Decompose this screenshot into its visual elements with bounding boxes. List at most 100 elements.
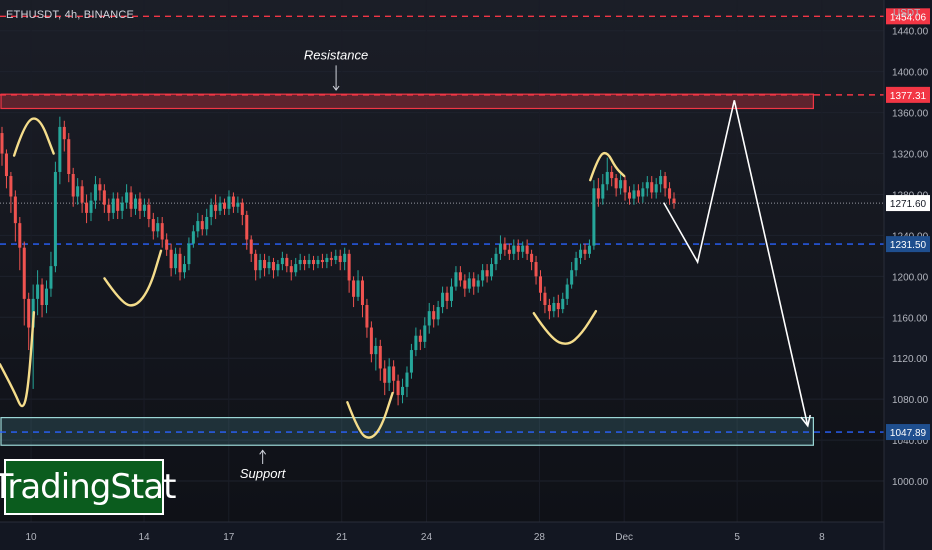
candle-body xyxy=(565,284,569,299)
currency-label: USDT xyxy=(893,8,921,19)
bottom-mark-4 xyxy=(532,309,598,345)
candle-body xyxy=(111,198,115,213)
candle-body xyxy=(160,223,164,240)
price-tag-label-top: 1454.06 xyxy=(890,12,927,23)
price-tag-middle xyxy=(886,236,930,253)
y-tick-label: 1440.00 xyxy=(892,27,929,38)
pattern-marks-layer xyxy=(0,117,626,439)
candle-body xyxy=(58,126,62,172)
candle-body xyxy=(80,186,84,203)
candle-body xyxy=(552,302,556,312)
candle-body xyxy=(445,292,449,301)
candle-body xyxy=(672,198,676,204)
candle-body xyxy=(76,186,80,197)
candle-body xyxy=(481,270,485,281)
candle-body xyxy=(294,264,298,273)
candle-body xyxy=(378,345,382,369)
candle-body xyxy=(476,280,480,287)
x-tick-label: 21 xyxy=(336,532,348,543)
candle-body xyxy=(414,335,418,351)
candle-body xyxy=(441,292,445,308)
candle-body xyxy=(205,216,209,230)
candle-body xyxy=(254,253,258,271)
candle-body xyxy=(27,298,31,328)
candle-body xyxy=(312,259,316,265)
candle-body xyxy=(0,133,4,154)
candle-body xyxy=(316,259,320,265)
candle-body xyxy=(49,266,53,289)
candle-body xyxy=(187,243,191,265)
candle-body xyxy=(249,239,253,254)
candle-body xyxy=(369,327,373,355)
candle-body xyxy=(138,198,142,211)
candle-body xyxy=(129,192,133,209)
candle-body xyxy=(574,257,578,271)
candle-body xyxy=(218,202,222,211)
candle-body xyxy=(325,257,329,263)
time-axis-bg xyxy=(0,522,884,550)
candle-body xyxy=(401,386,405,396)
candle-body xyxy=(521,245,525,252)
candle-body xyxy=(610,171,614,179)
bottom-mark-2 xyxy=(103,249,163,307)
resistance-annotation-arrowhead xyxy=(332,85,340,91)
brand-logo: TradingStat xyxy=(0,459,176,515)
candle-body xyxy=(627,192,632,199)
candle-body xyxy=(280,257,284,265)
candle-body xyxy=(191,231,195,244)
candle-body xyxy=(512,245,516,254)
candle-body xyxy=(668,188,672,199)
candle-body xyxy=(258,259,262,271)
candle-body xyxy=(650,182,654,193)
candle-body xyxy=(151,219,155,232)
candle-body xyxy=(178,253,182,273)
x-tick-label: 8 xyxy=(819,532,825,543)
candle-body xyxy=(507,249,511,254)
candle-body xyxy=(347,253,351,281)
x-tick-label: 10 xyxy=(26,532,38,543)
candle-body xyxy=(36,284,40,299)
candle-body xyxy=(387,366,391,383)
candle-body xyxy=(383,368,387,383)
candle-body xyxy=(592,188,596,246)
candle-body xyxy=(538,276,543,293)
candle-body xyxy=(534,262,538,277)
candle-body xyxy=(596,188,600,199)
candle-body xyxy=(320,259,324,263)
price-tag-resistance xyxy=(886,86,930,103)
candle-body xyxy=(285,257,289,267)
candle-body xyxy=(116,198,120,211)
candle-body xyxy=(579,249,583,258)
candle-body xyxy=(298,259,302,265)
candle-body xyxy=(449,286,453,301)
x-tick-label: 17 xyxy=(223,532,235,543)
price-tag-last xyxy=(886,195,930,212)
candle-body xyxy=(85,202,89,213)
candle-body xyxy=(396,380,400,396)
candle-body xyxy=(436,307,440,320)
price-tag-top xyxy=(886,8,930,25)
candle-body xyxy=(561,298,565,310)
candle-body xyxy=(236,202,240,207)
candle-body xyxy=(423,325,427,342)
candle-body xyxy=(614,178,618,189)
candle-body xyxy=(334,255,338,260)
candle-body xyxy=(405,372,409,387)
candle-body xyxy=(62,126,66,140)
y-tick-label: 1120.00 xyxy=(892,354,928,365)
symbol-label: ETHUSDT, 4h, BINANCE xyxy=(6,9,135,21)
candle-body xyxy=(142,204,146,211)
candle-body xyxy=(409,350,413,373)
top-mark-right xyxy=(589,151,626,182)
candle-body xyxy=(93,184,97,201)
candle-body xyxy=(182,264,186,273)
candle-body xyxy=(525,245,529,254)
candle-body xyxy=(200,221,204,230)
candle-body xyxy=(156,223,160,232)
support-annotation: Support xyxy=(240,466,287,481)
candle-body xyxy=(583,249,587,254)
candle-body xyxy=(214,204,218,211)
x-tick-label: 5 xyxy=(734,532,740,543)
candle-body xyxy=(40,284,44,306)
candle-body xyxy=(89,200,93,213)
